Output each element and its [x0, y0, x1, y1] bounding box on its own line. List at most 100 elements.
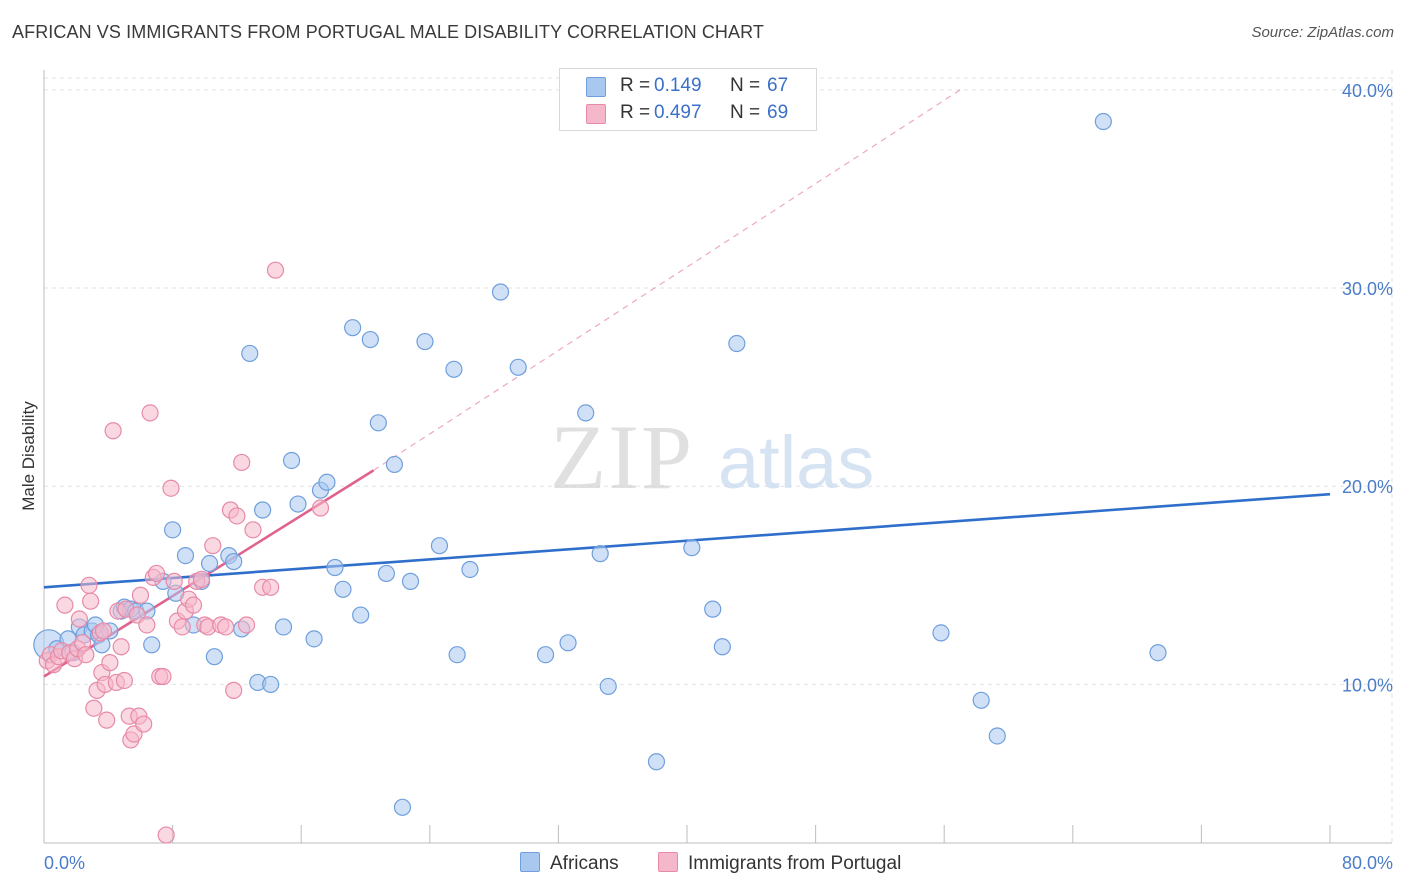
tick-labels: 10.0% 20.0% 30.0% 40.0% 0.0% 80.0%	[44, 81, 1393, 873]
africans-point	[164, 521, 182, 539]
legend-n-label: N =	[730, 102, 761, 123]
africans-swatch	[586, 77, 606, 97]
legend-n-value: 67	[767, 75, 789, 96]
portugal-point	[82, 592, 100, 610]
zipatlas-watermark: ZIP atlas	[550, 406, 874, 508]
africans-point	[491, 283, 510, 301]
africans-point	[704, 600, 722, 618]
africans-point	[326, 558, 344, 577]
svg-text:atlas: atlas	[718, 421, 874, 504]
africans-point	[200, 554, 219, 573]
africans-point	[254, 501, 272, 519]
legend-r-value: 0.497	[654, 102, 702, 123]
africans-point	[728, 334, 746, 353]
portugal-point	[131, 586, 150, 604]
africans-legend-label: Africans	[550, 853, 619, 874]
portugal-point	[244, 521, 262, 539]
africans-point	[1094, 112, 1112, 131]
svg-text:ZIP: ZIP	[550, 406, 694, 508]
portugal-point	[77, 646, 95, 664]
africans-point	[274, 618, 293, 636]
portugal-point	[112, 638, 130, 656]
legend-n-value: 69	[767, 102, 789, 123]
portugal-point	[101, 654, 119, 672]
portugal-point	[138, 616, 156, 634]
portugal-point	[233, 453, 251, 472]
africans-point	[577, 404, 595, 422]
africans-point	[385, 455, 404, 474]
chart-title: AFRICAN VS IMMIGRANTS FROM PORTUGAL MALE…	[12, 22, 765, 42]
africans-point	[344, 319, 362, 337]
legend: R = 0.149 N = 67 R = 0.497 N = 69	[559, 68, 817, 131]
portugal-legend-swatch	[658, 852, 678, 872]
africans-point	[1149, 644, 1167, 662]
africans-point	[461, 560, 479, 579]
africans-point	[713, 638, 731, 656]
africans-point	[647, 753, 666, 771]
bottom-legend-portugal: Immigrants from Portugal	[658, 852, 901, 875]
africans-point	[377, 564, 395, 583]
portugal-point	[311, 499, 330, 517]
africans-point	[176, 547, 195, 565]
portugal-point	[162, 479, 180, 497]
africans-point	[536, 646, 555, 664]
africans-point	[401, 572, 420, 590]
africans-point	[972, 691, 990, 709]
y-tick-label: 30.0%	[1342, 279, 1393, 299]
data-points	[33, 112, 1167, 844]
portugal-point	[56, 596, 74, 614]
africans-point	[334, 580, 352, 598]
portugal-point	[85, 699, 103, 717]
chart-source: Source: ZipAtlas.com	[1251, 24, 1394, 41]
portugal-point	[237, 616, 256, 634]
portugal-point	[192, 570, 211, 588]
africans-point	[369, 414, 387, 432]
portugal-point	[104, 422, 122, 440]
legend-r-label: R =	[620, 75, 651, 96]
portugal-point	[141, 404, 159, 422]
portugal-point	[184, 596, 203, 614]
portugal-point	[217, 618, 235, 636]
portugal-legend-label: Immigrants from Portugal	[688, 853, 902, 874]
africans-point	[430, 537, 449, 555]
portugal-point	[80, 576, 98, 594]
legend-r-label: R =	[620, 102, 651, 123]
africans-point	[225, 552, 243, 571]
africans-point	[318, 473, 336, 491]
legend-r-value: 0.149	[654, 75, 702, 96]
bottom-legend-africans: Africans	[520, 852, 619, 875]
africans-legend-swatch	[520, 852, 540, 872]
africans-point	[599, 677, 617, 696]
africans-point	[205, 648, 223, 666]
africans-point	[445, 360, 463, 378]
africans-point	[448, 646, 466, 664]
africans-point	[289, 495, 307, 513]
africans-point	[393, 798, 412, 816]
portugal-point	[70, 610, 88, 628]
africans-point	[591, 545, 609, 563]
portugal-point	[147, 564, 166, 583]
trend-lines	[43, 89, 1331, 678]
legend-n-label: N =	[730, 75, 761, 96]
africans-point	[262, 675, 280, 694]
africans-point	[241, 344, 259, 363]
y-tick-label: 20.0%	[1342, 477, 1393, 497]
africans-point	[683, 539, 701, 557]
portugal-point	[135, 715, 153, 733]
portugal-point	[225, 681, 243, 699]
portugal-point	[173, 618, 191, 636]
africans-point	[352, 606, 370, 624]
y-tick-label: 40.0%	[1342, 81, 1393, 101]
portugal-point	[94, 622, 113, 640]
portugal-point	[115, 671, 133, 690]
y-tick-label: 10.0%	[1342, 675, 1393, 695]
africans-point	[559, 634, 577, 652]
africans-point	[988, 727, 1006, 745]
africans-point	[143, 636, 161, 654]
africans-point	[361, 330, 379, 349]
portugal-point	[154, 667, 172, 686]
portugal-point	[262, 578, 280, 596]
grid-lines	[44, 70, 1393, 843]
portugal-point	[266, 261, 285, 279]
